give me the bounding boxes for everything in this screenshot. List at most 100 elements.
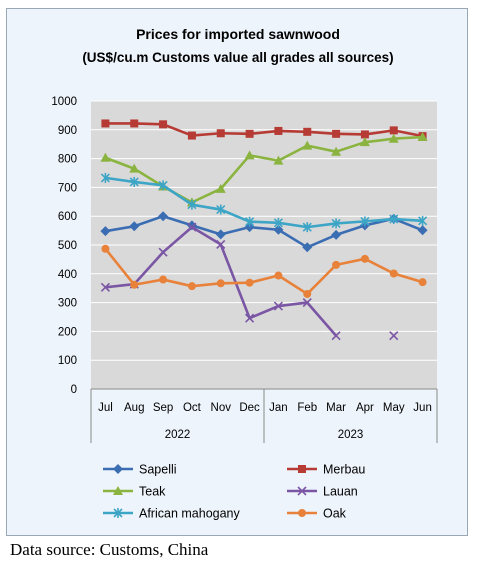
data-point-teak — [273, 155, 284, 165]
series-line-african-mahogany — [105, 176, 423, 229]
data-point-oak — [418, 278, 427, 287]
data-point-merbau — [101, 119, 110, 128]
data-point-sapelli — [100, 226, 111, 237]
y-tick-label: 500 — [58, 240, 77, 252]
data-point-african-mahogany — [187, 199, 197, 210]
data-point-sapelli — [215, 229, 226, 240]
data-point-oak — [332, 260, 341, 269]
data-point-lauan — [331, 331, 341, 341]
data-point-merbau — [332, 129, 341, 138]
series-oak — [101, 244, 427, 298]
data-point-oak — [389, 269, 398, 278]
legend-item-african-mahogany: African mahogany — [103, 507, 241, 521]
data-point-lauan — [216, 239, 226, 249]
data-point-teak — [331, 146, 342, 156]
data-point-oak — [245, 278, 254, 287]
data-point-lauan — [100, 282, 110, 292]
legend-marker — [113, 486, 123, 495]
data-source-note: Data source: Customs, China — [10, 540, 209, 559]
x-tick-label: Jul — [98, 402, 113, 414]
x-tick-label: Jan — [269, 402, 288, 414]
data-point-teak — [244, 150, 255, 160]
legend-label: Sapelli — [139, 463, 177, 477]
data-point-merbau — [389, 126, 398, 135]
data-point-merbau — [187, 131, 196, 140]
legend-marker — [113, 508, 123, 518]
legend-marker — [298, 465, 306, 473]
x-tick-label: Jun — [413, 402, 432, 414]
series-line-oak — [104, 247, 423, 296]
y-tick-label: 0 — [71, 384, 77, 396]
series-line-merbau — [105, 122, 423, 138]
data-point-sapelli — [302, 242, 313, 253]
chart-subtitle: (US$/cu.m Customs value all grades all s… — [82, 50, 393, 65]
data-point-lauan — [389, 331, 399, 341]
data-point-merbau — [360, 130, 369, 139]
y-tick-label: 300 — [58, 298, 77, 310]
data-point-teak — [359, 137, 370, 147]
data-point-teak — [129, 163, 140, 173]
data-point-sapelli — [273, 224, 284, 235]
y-tick-label: 1000 — [51, 96, 77, 108]
x-tick-label: Sep — [153, 402, 173, 414]
data-point-oak — [360, 254, 369, 263]
data-point-oak — [274, 271, 283, 280]
y-tick-label: 200 — [58, 326, 77, 338]
line-chart: Prices for imported sawnwood (US$/cu.m C… — [51, 26, 438, 521]
y-tick-label: 700 — [58, 182, 77, 194]
data-point-oak — [159, 275, 168, 284]
data-point-oak — [101, 244, 110, 253]
data-point-merbau — [245, 129, 254, 138]
data-point-african-mahogany — [360, 216, 370, 227]
series-african-mahogany — [100, 172, 428, 233]
data-point-oak — [216, 279, 225, 288]
data-point-lauan — [302, 298, 312, 308]
data-point-merbau — [130, 119, 139, 128]
x-tick-label: Aug — [124, 402, 144, 414]
data-point-teak — [215, 183, 226, 193]
data-point-sapelli — [331, 229, 342, 240]
legend-marker — [297, 486, 307, 496]
data-point-teak — [417, 132, 428, 141]
data-point-african-mahogany — [100, 172, 110, 183]
data-point-african-mahogany — [302, 222, 312, 233]
x-tick-label: Oct — [183, 402, 202, 414]
y-tick-label: 800 — [58, 154, 77, 166]
y-tick-label: 600 — [58, 211, 77, 223]
legend-item-merbau: Merbau — [287, 463, 365, 477]
legend-label: African mahogany — [139, 507, 241, 521]
x-tick-label: Dec — [239, 402, 260, 414]
chart-title: Prices for imported sawnwood — [136, 26, 340, 42]
data-point-african-mahogany — [389, 214, 399, 225]
series-line-sapelli — [105, 214, 424, 249]
data-point-sapelli — [158, 211, 169, 222]
x-tick-label: Nov — [211, 402, 232, 414]
chart-frame: Prices for imported sawnwood (US$/cu.m C… — [6, 8, 468, 536]
x-tick-label: Feb — [297, 402, 317, 414]
data-point-african-mahogany — [418, 215, 428, 226]
data-point-african-mahogany — [245, 216, 255, 227]
data-point-teak — [388, 133, 399, 143]
data-point-oak — [303, 289, 312, 298]
data-point-oak — [130, 280, 139, 289]
data-point-merbau — [216, 129, 225, 138]
year-group-label: 2023 — [338, 429, 364, 441]
data-point-african-mahogany — [273, 217, 283, 228]
data-point-african-mahogany — [129, 176, 139, 187]
data-point-african-mahogany — [158, 180, 168, 191]
legend-item-oak: Oak — [287, 507, 347, 521]
y-tick-label: 100 — [58, 355, 77, 367]
year-group-label: 2022 — [165, 429, 191, 441]
y-tick-label: 400 — [58, 269, 77, 281]
data-point-merbau — [274, 126, 283, 135]
data-point-sapelli — [129, 221, 140, 232]
x-tick-label: May — [383, 402, 405, 414]
data-point-african-mahogany — [331, 218, 341, 229]
data-point-african-mahogany — [216, 204, 226, 215]
x-tick-label: Mar — [326, 402, 346, 414]
legend-item-lauan: Lauan — [287, 485, 358, 499]
data-point-sapelli — [417, 225, 428, 236]
data-point-merbau — [303, 127, 312, 136]
data-point-lauan — [273, 301, 283, 311]
data-point-lauan — [158, 247, 168, 257]
